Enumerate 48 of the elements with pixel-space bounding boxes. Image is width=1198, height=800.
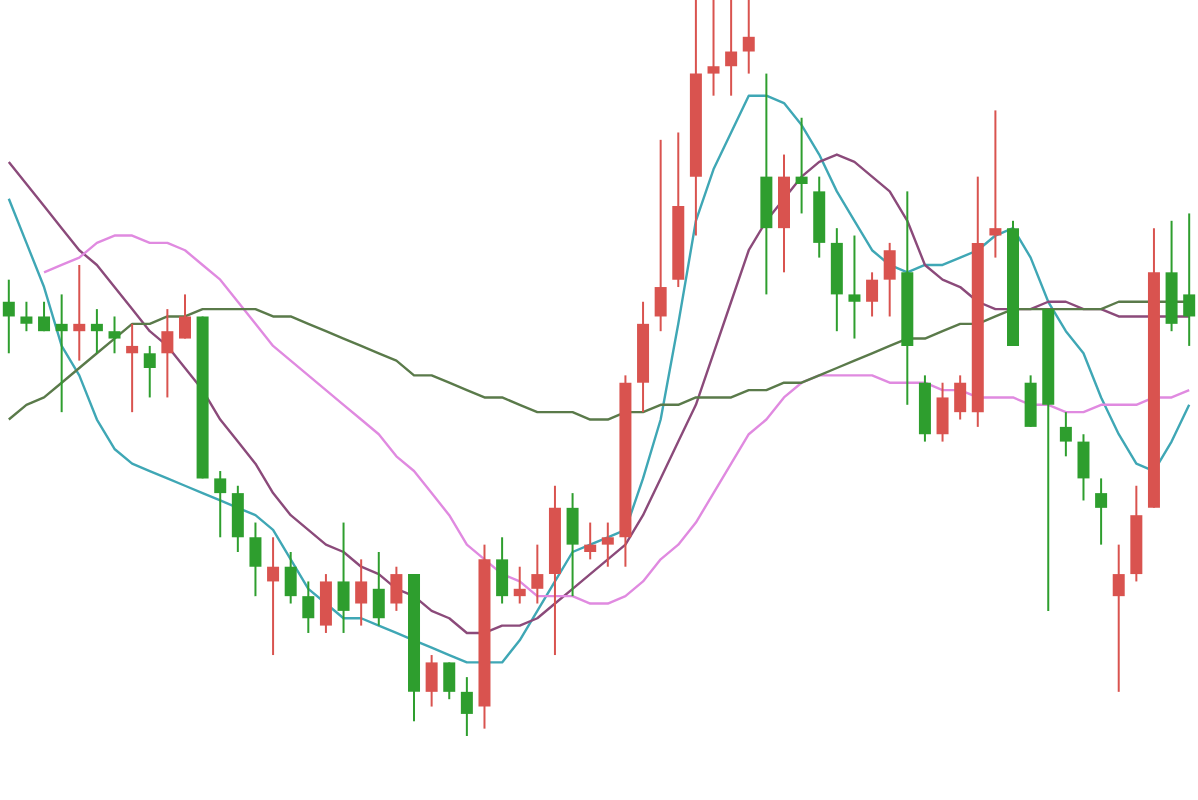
candlestick [954, 374, 967, 421]
candlestick [725, 0, 738, 97]
candlestick [654, 138, 667, 333]
candlestick [284, 551, 297, 605]
candlestick [20, 300, 33, 333]
candlestick [214, 470, 227, 539]
candlestick [1024, 374, 1037, 428]
candlestick [38, 300, 51, 333]
candlestick [584, 521, 597, 561]
candlestick [161, 308, 174, 399]
candlestick [601, 521, 614, 568]
candlestick [460, 676, 473, 736]
candlestick [742, 0, 755, 75]
candlestick [108, 315, 121, 355]
candlestick [531, 543, 544, 605]
candlestick [249, 521, 262, 598]
candlestick [126, 322, 139, 414]
candlestick [1183, 212, 1196, 347]
candlestick [1077, 433, 1090, 502]
candlestick [2, 278, 15, 355]
candlestick [1095, 477, 1108, 546]
candlestick [513, 565, 526, 605]
candlestick [73, 263, 86, 362]
candlestick [372, 551, 385, 627]
candlestick [866, 271, 879, 318]
candlestick [1112, 543, 1125, 693]
candlestick [496, 536, 509, 605]
candlestick [566, 492, 579, 598]
candlestick [355, 558, 368, 627]
candlestick [55, 293, 68, 414]
candlestick [795, 116, 808, 215]
candlestick [848, 234, 861, 340]
candlestick [707, 0, 720, 97]
candlestick [936, 381, 949, 443]
candlestick [390, 565, 403, 612]
candlestick [178, 293, 191, 340]
candlestick [143, 344, 156, 399]
candlestick [443, 661, 456, 701]
candlestick [231, 484, 244, 553]
candlestick [302, 580, 315, 634]
candlestick [267, 536, 280, 657]
candlestick [337, 521, 350, 634]
candlestick [1059, 411, 1072, 458]
candlestick [989, 109, 1002, 259]
candlestick [883, 241, 896, 318]
candlestick [90, 308, 103, 355]
candlestick [319, 573, 332, 634]
candlestick [425, 654, 438, 708]
